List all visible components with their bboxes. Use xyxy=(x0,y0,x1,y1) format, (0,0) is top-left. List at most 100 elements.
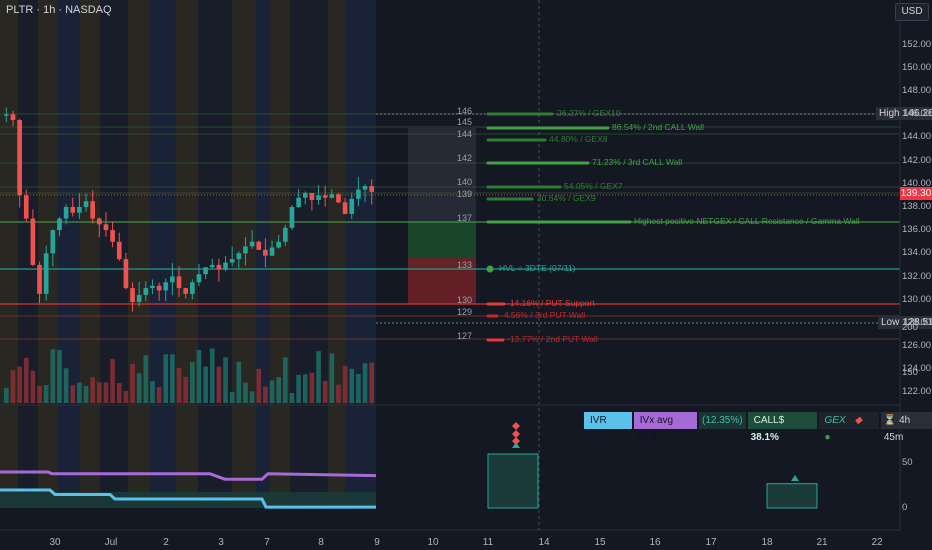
candle-body xyxy=(349,198,355,214)
volume-bar xyxy=(223,357,228,403)
volume-bar xyxy=(216,366,222,403)
up-arrow-marker xyxy=(791,475,799,481)
candle-body xyxy=(183,288,189,294)
candle-body xyxy=(196,274,202,283)
price-tick-label: 134.00 xyxy=(902,247,932,259)
candle-body xyxy=(96,218,102,225)
gex-level-annotation: 71.23% / 3rd CALL Wall xyxy=(592,157,683,167)
session-stripe xyxy=(150,0,176,508)
volume-bar xyxy=(63,368,69,403)
session-stripe xyxy=(362,0,376,508)
volume-bar xyxy=(229,391,235,403)
candle-body xyxy=(342,202,348,214)
candle-body xyxy=(150,285,155,289)
candle-body xyxy=(3,114,9,116)
time-tick-label: Jul xyxy=(104,537,118,548)
gex-level-label: 139 xyxy=(457,189,473,199)
candle-body xyxy=(23,195,29,219)
indicator-summary-bar: IVR 38.5 IVx avg 62.3 (12.35%) CALL$ 38.… xyxy=(584,412,932,443)
candle-body xyxy=(57,218,62,231)
call-badge: CALL$ 38.1% xyxy=(747,412,817,443)
candle-body xyxy=(90,201,96,219)
candle-body xyxy=(229,259,235,263)
candle-body xyxy=(296,197,301,207)
time-tick-label: 22 xyxy=(871,537,883,548)
candle-body xyxy=(362,186,368,190)
currency-button[interactable]: USD xyxy=(895,3,929,21)
price-tick-label: 146.00 xyxy=(902,108,932,120)
price-tick-label: 122.00 xyxy=(902,386,932,398)
volume-bar xyxy=(176,368,182,403)
candle-body xyxy=(43,253,49,294)
volume-bar xyxy=(23,357,29,403)
volume-bar xyxy=(302,374,308,403)
volume-bar xyxy=(170,354,175,403)
volume-bar xyxy=(203,366,208,403)
price-tick-label: 148.00 xyxy=(902,85,932,97)
price-tick-label: 126.00 xyxy=(902,340,932,352)
candle-body xyxy=(189,282,195,294)
candle-body xyxy=(249,241,255,247)
candle-body xyxy=(17,120,22,196)
candle-body xyxy=(316,195,321,201)
high-label: High xyxy=(876,107,903,120)
gex-level-annotation: 54.05% / GEX7 xyxy=(564,181,623,191)
indicator-tick-label: 0 xyxy=(902,502,908,513)
price-tick-label: 140.00 xyxy=(902,177,932,189)
candle-body xyxy=(163,282,169,291)
time-tick-label: 17 xyxy=(705,537,717,548)
diamond-marker xyxy=(512,430,520,438)
candle-body xyxy=(302,193,308,198)
gex-level-annotation: -13.77% / 2nd PUT Wall xyxy=(507,334,598,344)
volume-bar xyxy=(189,362,195,403)
volume-bar xyxy=(103,382,109,403)
gex-level-label: 144 xyxy=(457,129,473,139)
price-tick-label: 150.00 xyxy=(902,61,932,73)
volume-bar xyxy=(356,374,361,403)
price-tick-label: 142.00 xyxy=(902,154,932,166)
volume-bar xyxy=(163,354,169,403)
time-tick-label: 21 xyxy=(816,537,828,548)
candle-body xyxy=(103,224,109,231)
ticker-label: PLTR · 1h · NASDAQ xyxy=(6,4,112,16)
volume-bar xyxy=(116,382,122,403)
ivx-line xyxy=(0,470,377,481)
put-zone-box xyxy=(408,258,476,304)
time-tick-label: 8 xyxy=(318,537,324,548)
gex-level-label: 129 xyxy=(457,307,473,317)
gex-level-annotation: 44.80% / GEX8 xyxy=(549,134,608,144)
volume-bar xyxy=(37,385,42,403)
high-value: 146.26 xyxy=(900,107,932,120)
volume-bar xyxy=(83,386,89,403)
candle-body xyxy=(336,194,341,203)
indicator-tick-label: 200 xyxy=(902,322,918,333)
volume-bar xyxy=(3,387,9,403)
volume-bar xyxy=(43,385,49,403)
volume-bar xyxy=(256,368,262,403)
volume-bar xyxy=(349,368,355,403)
diamond-marker xyxy=(512,422,520,430)
session-stripe xyxy=(100,0,128,508)
time-tick-label: 11 xyxy=(482,537,494,548)
volume-bar xyxy=(282,357,288,403)
indicator-tick-label: 50 xyxy=(902,457,913,468)
session-stripe xyxy=(345,0,362,508)
time-tick-label: 30 xyxy=(49,537,61,548)
gex-level-annotation: HVL ○ 3DTE (07/11) xyxy=(499,263,576,273)
timer-badge: ⏳ 4h 45m xyxy=(880,412,932,443)
volume-bar xyxy=(329,353,335,403)
price-tick-label: 128.00 xyxy=(902,316,932,328)
candle-body xyxy=(243,246,248,254)
candle-body xyxy=(216,264,222,270)
volume-bar xyxy=(322,380,328,403)
volume-bar xyxy=(263,386,268,403)
time-tick-label: 3 xyxy=(218,537,224,548)
candle-body xyxy=(176,276,182,289)
gex-level-annotation: Highest positive NETGEX / CALL Resistanc… xyxy=(634,216,860,226)
gex-column-2 xyxy=(766,483,818,509)
volume-bar xyxy=(276,376,282,403)
candle-body xyxy=(123,259,129,289)
volume-bar xyxy=(70,385,76,403)
session-stripe xyxy=(328,0,345,508)
